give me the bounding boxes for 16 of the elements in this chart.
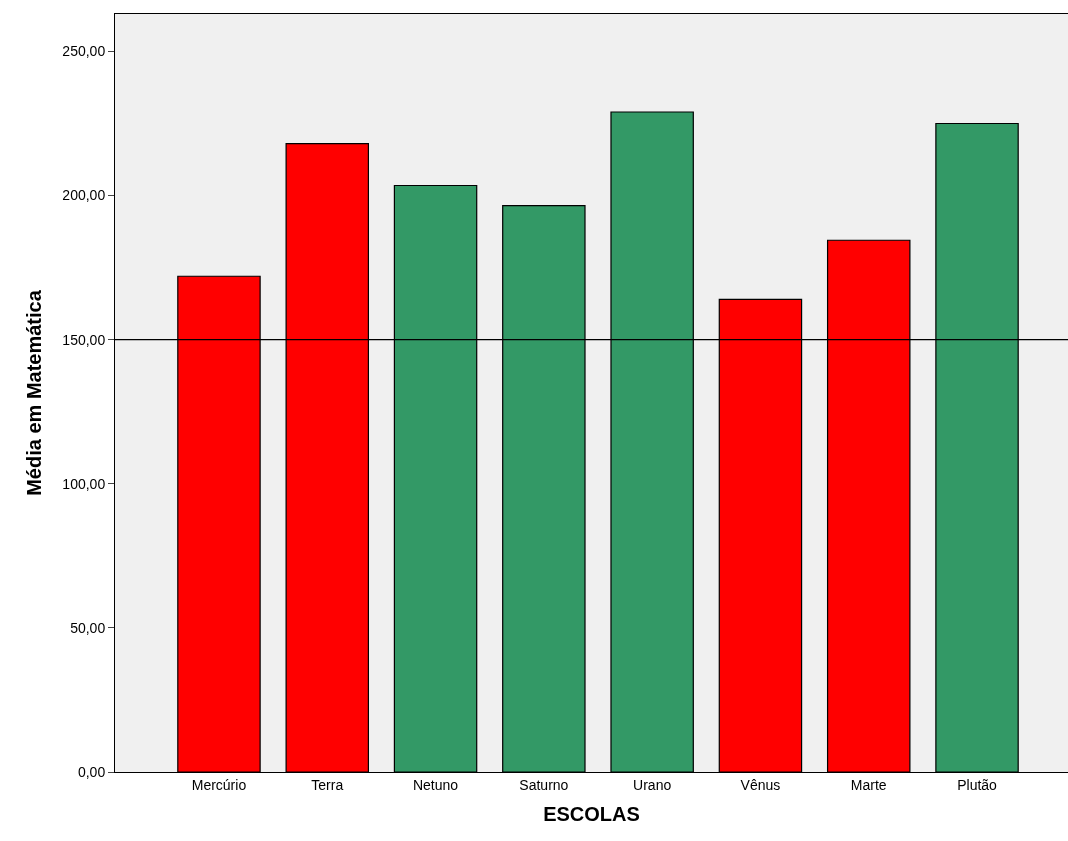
x-tick-label: Netuno [412, 776, 459, 793]
y-tick-label: 250,00 [62, 43, 106, 60]
y-tick-label: 0,00 [77, 763, 106, 780]
x-tick-label: Saturno [519, 776, 569, 793]
x-tick-label: Mercúrio [191, 776, 247, 793]
x-axis-title: ESCOLAS [543, 803, 640, 826]
y-tick-label: 50,00 [70, 619, 106, 636]
y-tick-label: 150,00 [62, 331, 106, 348]
y-axis-title: Média em Matemática [22, 289, 45, 496]
x-tick-label: Terra [311, 776, 344, 793]
x-tick-label: Plutão [957, 776, 998, 793]
x-tick-label: Urano [633, 776, 672, 793]
y-tick-label: 100,00 [62, 475, 106, 492]
y-tick-label: 200,00 [62, 187, 106, 204]
x-tick-label: Vênus [740, 776, 781, 793]
x-tick-label: Marte [850, 776, 887, 793]
